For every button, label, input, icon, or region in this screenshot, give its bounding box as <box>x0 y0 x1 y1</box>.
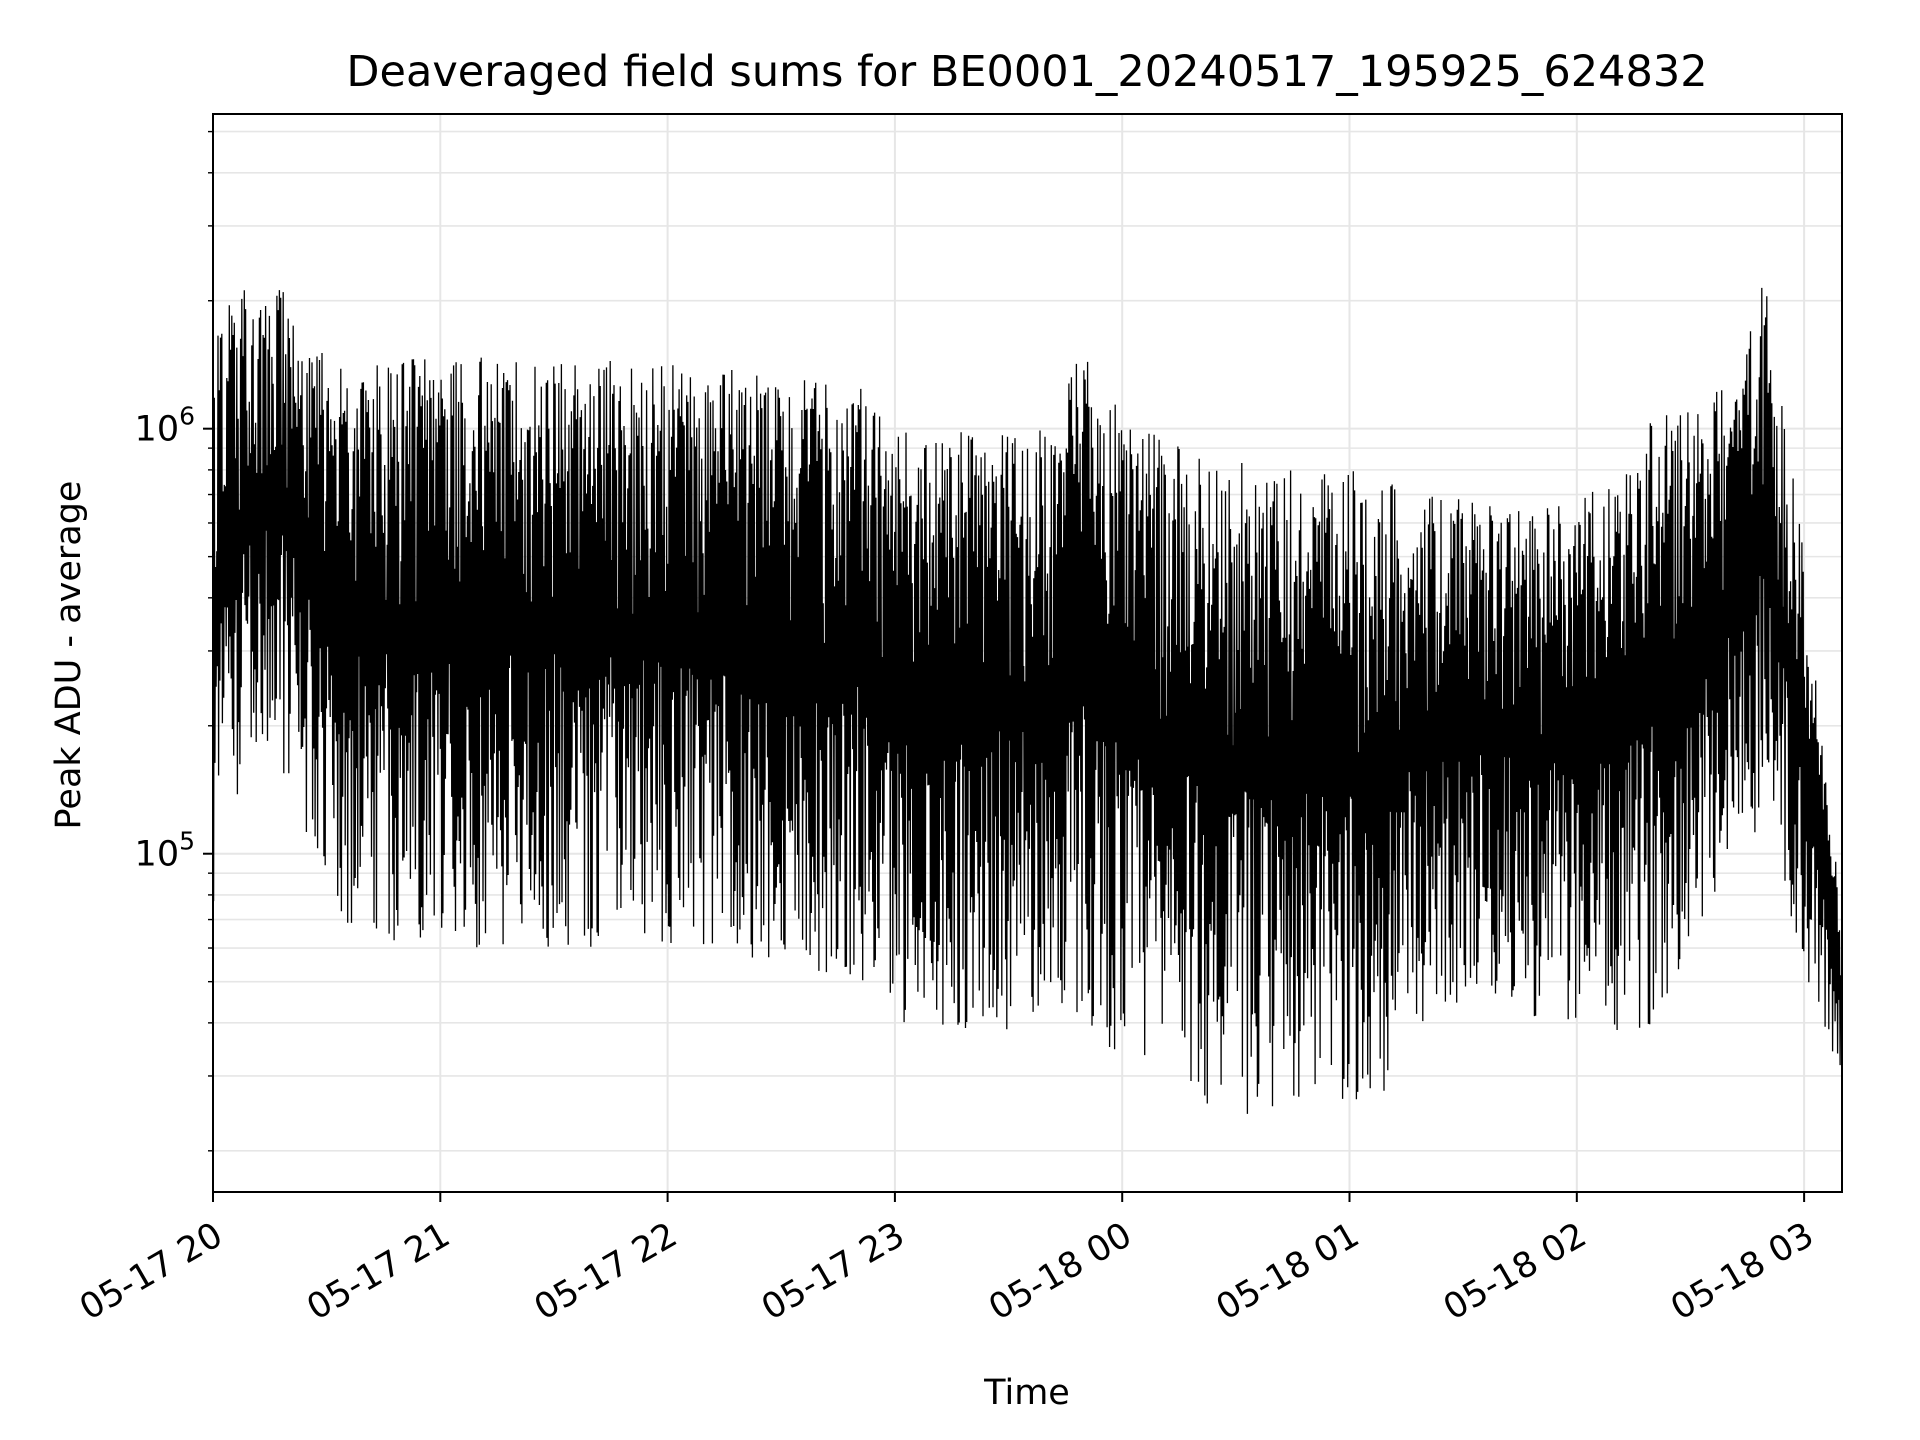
x-tick-label: 05-17 21 <box>301 1215 457 1328</box>
x-tick-label: 05-17 20 <box>73 1215 229 1328</box>
x-axis-ticks: 05-17 20 05-17 21 05-17 22 05-17 23 05-18 00… <box>73 1192 1821 1328</box>
x-axis-label: Time <box>983 1373 1070 1413</box>
x-tick-label: 05-17 23 <box>755 1215 911 1328</box>
series-line-path <box>212 287 1843 1114</box>
y-tick-label: 105 <box>135 827 195 875</box>
y-axis-label: Peak ADU - average <box>49 481 89 830</box>
x-tick-label: 05-18 03 <box>1664 1215 1820 1328</box>
x-tick-label: 05-18 02 <box>1437 1215 1593 1328</box>
y-axis-ticks: 105 106 <box>135 130 213 1152</box>
y-tick-label: 106 <box>135 402 195 450</box>
x-tick-label: 05-18 00 <box>982 1215 1138 1328</box>
series-line <box>212 287 1843 1114</box>
chart-title: Deaveraged field sums for BE0001_2024051… <box>346 47 1707 97</box>
plot-frame <box>212 113 1843 1193</box>
x-tick-label: 05-18 01 <box>1210 1215 1366 1328</box>
x-tick-label: 05-17 22 <box>528 1215 684 1328</box>
